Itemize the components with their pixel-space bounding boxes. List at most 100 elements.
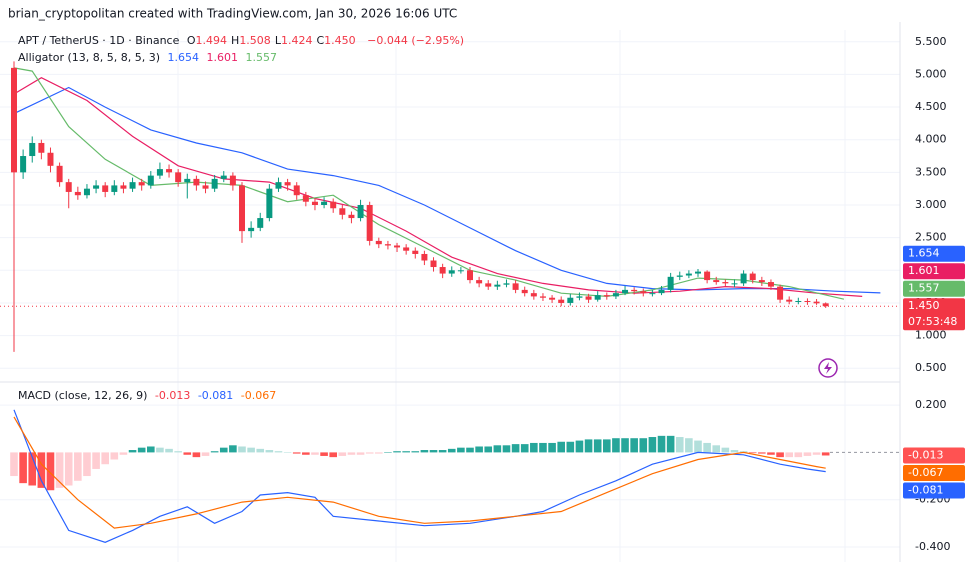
histogram-bar [174,451,182,453]
macd-label: -0.067 [908,466,943,479]
histogram-bar [675,437,684,453]
candle-body [384,244,391,246]
candle-body [467,270,473,281]
candle-body [594,295,601,300]
candle-body [576,296,583,298]
indicator-legend: Alligator (13, 8, 5, 8, 5, 3) 1.654 1.60… [18,51,281,64]
candle-body [102,185,109,192]
candle-body [539,296,546,298]
candle-body [430,260,437,268]
candle-body [740,273,747,284]
candle-body [667,276,674,290]
candle-body [321,201,328,205]
candle-body [193,178,200,186]
histogram-bar [438,450,447,453]
macd-label-box [903,464,965,481]
candle-body [11,67,17,173]
candle-body [685,273,692,276]
candle-body [211,178,218,189]
candle-body [366,205,373,241]
indicator-title: Alligator (13, 8, 5, 8, 5, 3) [18,51,161,64]
candle-body [375,240,382,245]
histogram-bar [657,435,666,453]
candle-body [631,289,638,292]
ohlc-key: L [274,34,281,47]
macd-label-box [903,482,965,499]
histogram-bar [548,442,556,453]
last-price-label-box [903,298,965,331]
lips-value: 1.557 [245,51,278,64]
change: −0.044 (−2.95%) [367,34,465,47]
candle-body [503,283,510,285]
histogram-bar [402,451,410,453]
candle-body [476,280,483,284]
icon-bolt [824,362,832,374]
candle-body [65,182,72,192]
ohlc-value: 1.450 [324,34,356,47]
vertical-grid [177,30,846,562]
histogram-bar [812,452,821,455]
alligator-line [13,86,881,294]
candle-body [612,293,619,297]
candle-body [266,188,273,219]
watermark: brian_cryptopolitan created with Trading… [8,7,457,21]
signal-value: -0.067 [240,389,277,402]
histogram-bar [338,452,347,456]
histogram-bar [183,452,192,455]
candle-body [220,175,227,179]
histogram-bar [420,450,429,453]
histogram-label-box [903,447,965,464]
macd-legend: MACD (close, 12, 26, 9) -0.013 -0.081 -0… [18,389,280,402]
candle-body [649,293,656,295]
histogram-bar [28,452,37,486]
histogram-bar [457,447,465,453]
histogram-bar [101,452,109,465]
histogram-bar [584,439,593,453]
candle-body [330,201,337,209]
candle-body [184,178,191,183]
histogram-bar [283,452,292,453]
candle-body [603,295,610,297]
candle-body [403,247,410,251]
histogram-bar [484,446,493,453]
candle-body [758,280,765,283]
ohlc-key: C [316,34,325,47]
histogram-bar [748,452,757,454]
candle-body [56,165,63,183]
alligator-label: 1.557 [908,282,940,295]
histogram-bar [703,442,711,453]
candle-body [494,284,501,287]
candle-body [676,275,683,277]
histogram-bar [429,450,438,453]
histogram-bar [712,445,721,453]
candle-body [302,195,309,202]
candle-body [521,289,528,294]
histogram-bar [165,448,173,453]
histogram-bar [110,452,119,460]
y-tick-label: 2.500 [915,231,947,244]
ohlc-key: O [186,34,196,47]
histogram-bar [530,442,538,453]
alligator-label: 1.601 [908,264,940,277]
ohlc-value: 1.494 [195,34,228,47]
ohlc-key: H [231,34,240,47]
ohlc-value: 1.508 [239,34,271,47]
ohlc-values: O1.494 H1.508 L1.424 C1.450 [187,34,360,47]
candle-body [229,175,236,186]
histogram-bar [46,452,55,491]
candle-body [804,300,811,302]
histogram-bar [566,441,575,453]
histogram-bar [557,441,565,453]
candle-body [412,250,419,254]
candle-body [549,297,556,300]
candle-body [439,267,446,274]
candle-body [348,214,355,219]
candle-body [777,286,784,300]
candle-body [357,205,364,219]
histogram-bar [311,452,319,455]
candle-body [111,185,118,192]
histogram-bar [776,452,784,458]
candle-body [622,289,629,294]
y-tick-label: 0.500 [915,361,947,374]
